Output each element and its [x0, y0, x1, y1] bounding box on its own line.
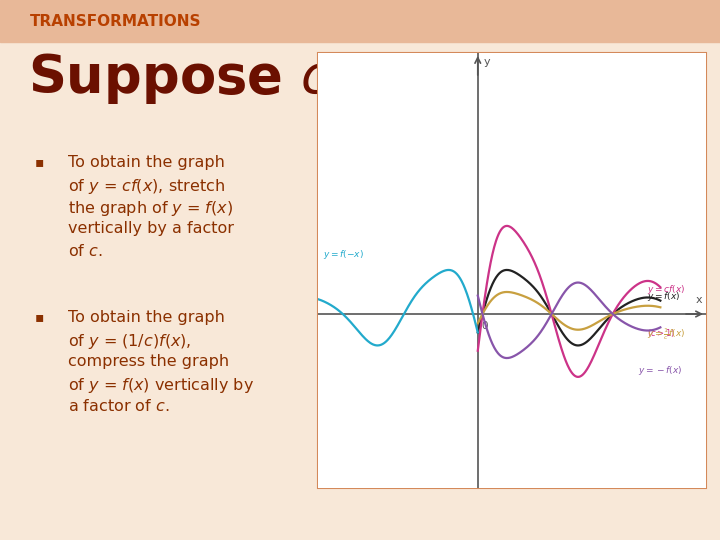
Text: the graph of $y$ = $f$($x$): the graph of $y$ = $f$($x$) [68, 199, 233, 218]
Text: $y = f(x)$: $y = f(x)$ [647, 290, 680, 303]
Text: ▪: ▪ [35, 155, 45, 169]
Text: 0: 0 [482, 321, 488, 332]
Text: vertically by a factor: vertically by a factor [68, 221, 234, 236]
Text: $y = \frac{1}{c}f(x)$: $y = \frac{1}{c}f(x)$ [647, 327, 685, 342]
Text: Suppose $\it{c}$ > 1.: Suppose $\it{c}$ > 1. [28, 51, 464, 105]
Text: © Thomson Higher Education: © Thomson Higher Education [322, 478, 415, 484]
Text: of $y$ = $f$($x$) vertically by: of $y$ = $f$($x$) vertically by [68, 376, 254, 395]
Bar [318, 53, 706, 488]
Bar [0, 0, 720, 42]
Text: $y = -f(x)$: $y = -f(x)$ [637, 364, 682, 377]
Text: $y = cf(x)$: $y = cf(x)$ [647, 282, 685, 295]
Text: compress the graph: compress the graph [68, 354, 229, 369]
Text: of $y$ = (1/$c$)$f$($x$),: of $y$ = (1/$c$)$f$($x$), [68, 332, 192, 351]
Text: $(c > 1)$: $(c > 1)$ [647, 327, 675, 339]
Text: x: x [696, 295, 703, 305]
Text: TRANSFORMATIONS: TRANSFORMATIONS [30, 14, 202, 29]
Text: To obtain the graph: To obtain the graph [68, 310, 225, 325]
Text: To obtain the graph: To obtain the graph [68, 155, 225, 170]
Text: of $c$.: of $c$. [68, 243, 103, 259]
Text: of $y$ = $cf$($x$), stretch: of $y$ = $cf$($x$), stretch [68, 177, 225, 196]
Text: a factor of $c$.: a factor of $c$. [68, 398, 169, 414]
Text: ▪: ▪ [35, 310, 45, 324]
Text: y: y [483, 57, 490, 68]
Text: $y = f(-x)$: $y = f(-x)$ [323, 248, 364, 261]
